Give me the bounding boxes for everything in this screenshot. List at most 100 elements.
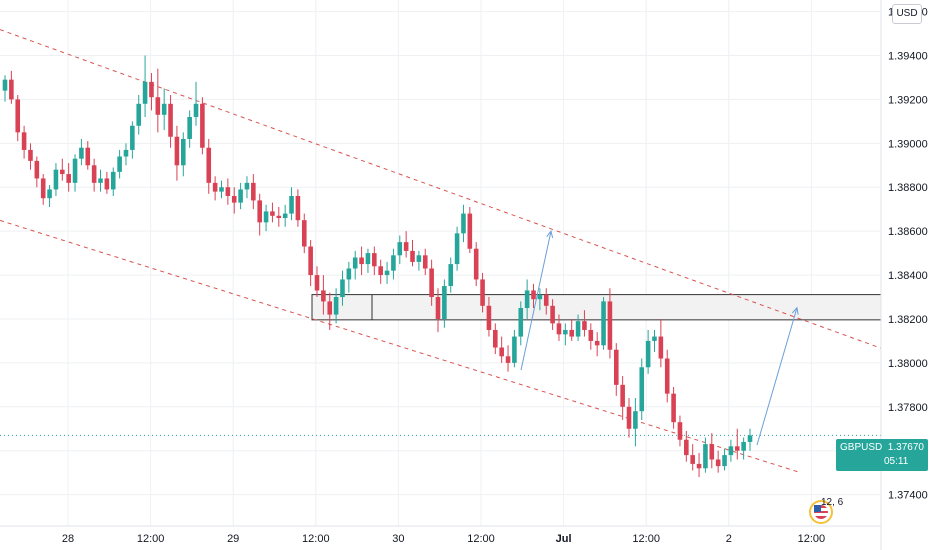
candle-body bbox=[104, 178, 110, 190]
x-axis[interactable]: 28 12:00 29 12:00 30 12:00 Jul 12:00 2 12:00 bbox=[62, 533, 825, 545]
candle-body bbox=[206, 147, 212, 183]
candle-body bbox=[47, 189, 52, 199]
candle-body bbox=[314, 275, 320, 291]
candle-body bbox=[66, 174, 71, 183]
candle-body bbox=[639, 367, 645, 412]
x-tick-label: 29 bbox=[227, 533, 239, 545]
candle-body bbox=[410, 250, 415, 262]
x-tick-label: 12:00 bbox=[632, 533, 660, 545]
candle-body bbox=[187, 116, 192, 139]
projection-arrow-line[interactable] bbox=[520, 231, 552, 371]
candle-body bbox=[378, 266, 383, 276]
x-tick-label: 12:00 bbox=[798, 533, 826, 545]
candle-body bbox=[365, 253, 371, 265]
event-flag-icon[interactable] bbox=[808, 497, 838, 527]
projection-arrow-line[interactable] bbox=[756, 307, 798, 446]
y-tick-label: 1.38400 bbox=[888, 270, 928, 282]
candle-body bbox=[569, 329, 575, 337]
candle-body bbox=[85, 147, 91, 166]
candle-body bbox=[709, 444, 715, 460]
candle-body bbox=[531, 290, 536, 300]
candle-body bbox=[21, 132, 27, 150]
y-tick-label: 1.39200 bbox=[888, 94, 928, 106]
candle-body bbox=[212, 182, 218, 192]
x-tick-label: Jul bbox=[556, 533, 572, 545]
currency-unit-badge[interactable]: USD bbox=[892, 4, 922, 24]
candle-body bbox=[333, 297, 339, 315]
candle-body bbox=[384, 270, 390, 276]
candle-body bbox=[60, 169, 65, 175]
y-axis[interactable]: 1.374001.376001.378001.380001.382001.384… bbox=[888, 7, 928, 502]
candle-body bbox=[620, 384, 625, 407]
candle-body bbox=[9, 79, 14, 100]
candle-body bbox=[613, 349, 619, 385]
event-badge-label: 12, 6 bbox=[821, 497, 844, 508]
y-tick-label: 1.38800 bbox=[888, 182, 928, 194]
candle-body bbox=[601, 301, 606, 346]
candle-body bbox=[684, 439, 689, 456]
candle-body bbox=[200, 103, 205, 148]
candle-body bbox=[110, 171, 116, 190]
candle-body bbox=[180, 138, 186, 166]
supply-zone[interactable] bbox=[311, 294, 882, 321]
candle-body bbox=[499, 347, 504, 357]
candle-body bbox=[493, 329, 498, 348]
candle-body bbox=[15, 99, 21, 133]
candle-body bbox=[149, 81, 154, 98]
candle-body bbox=[282, 213, 288, 218]
candle-body bbox=[429, 268, 434, 298]
y-tick-label: 1.38200 bbox=[888, 314, 928, 326]
candle-body bbox=[321, 290, 326, 302]
candle-body bbox=[403, 242, 409, 251]
candle-body bbox=[168, 103, 173, 137]
bar-countdown: 05:11 bbox=[884, 456, 909, 467]
candle-body bbox=[671, 393, 676, 423]
last-price-tag: GBPUSD 1.37670 05:11 bbox=[836, 439, 928, 471]
candle-body bbox=[397, 242, 403, 256]
projection-arrow-head bbox=[791, 306, 799, 315]
candle-body bbox=[512, 336, 517, 363]
candle-body bbox=[741, 441, 746, 451]
y-tick-label: 1.37400 bbox=[888, 490, 928, 502]
candle-body bbox=[340, 279, 345, 298]
y-tick-label: 1.37800 bbox=[888, 402, 928, 414]
candle-body bbox=[690, 455, 695, 464]
candle-body bbox=[658, 336, 664, 359]
x-tick-label: 12:00 bbox=[302, 533, 330, 545]
candle-body bbox=[505, 356, 511, 363]
candle-body bbox=[467, 213, 473, 249]
candle-body bbox=[677, 422, 683, 440]
candle-body bbox=[98, 178, 103, 183]
candle-body bbox=[728, 446, 734, 456]
candle-body bbox=[295, 196, 301, 221]
candle-body bbox=[626, 406, 632, 429]
zone-rect[interactable] bbox=[311, 294, 882, 321]
candle-body bbox=[524, 290, 530, 308]
candle-body bbox=[645, 340, 651, 368]
trend-line[interactable] bbox=[0, 219, 801, 473]
candle-body bbox=[155, 97, 161, 115]
candle-body bbox=[422, 255, 428, 269]
projection-arrows[interactable] bbox=[520, 230, 799, 446]
candle-body bbox=[251, 182, 256, 201]
candle-body bbox=[435, 297, 441, 319]
candle-body bbox=[308, 246, 313, 276]
grid bbox=[0, 0, 881, 526]
candle-body bbox=[72, 158, 78, 183]
candle-body bbox=[301, 220, 307, 247]
candle-body bbox=[161, 103, 167, 115]
candle-body bbox=[142, 81, 148, 104]
candle-body bbox=[263, 211, 269, 223]
candle-body bbox=[174, 136, 180, 166]
y-tick-label: 1.39000 bbox=[888, 138, 928, 150]
candle-body bbox=[442, 286, 447, 319]
trend-channel[interactable] bbox=[0, 29, 882, 473]
candle-body bbox=[130, 125, 135, 150]
candle-body bbox=[416, 255, 422, 262]
candle-body bbox=[391, 255, 396, 271]
candle-body bbox=[588, 329, 594, 341]
candle-body bbox=[575, 321, 581, 337]
candle-body bbox=[486, 305, 492, 330]
candle-body bbox=[257, 200, 262, 223]
